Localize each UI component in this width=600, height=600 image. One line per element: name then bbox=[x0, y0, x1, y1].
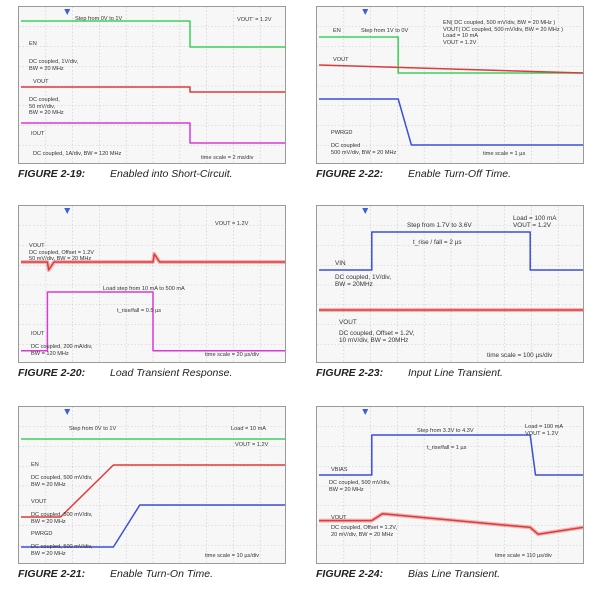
trace-pwrgd bbox=[21, 504, 285, 548]
annotation-vout-desc: DC coupled, 50 mV/div, BW = 20 MHz bbox=[29, 97, 64, 117]
plot-canvas bbox=[317, 7, 583, 163]
caption-number: FIGURE 2-24: bbox=[316, 568, 384, 580]
trigger-marker-icon bbox=[362, 208, 369, 214]
annotation-step: Step from 0V to 1V bbox=[69, 426, 117, 432]
plot-canvas bbox=[19, 206, 285, 362]
plot-canvas bbox=[317, 407, 583, 563]
series-label-vbias: VBIAS bbox=[331, 467, 348, 473]
trace-pwrgd bbox=[319, 98, 583, 146]
figure-caption: FIGURE 2-20: Load Transient Response. bbox=[18, 367, 286, 379]
annotation-iout-desc: DC coupled, 1A/div, BW = 120 MHz bbox=[33, 151, 122, 157]
trigger-marker-icon bbox=[64, 409, 71, 415]
trace-vout bbox=[319, 513, 583, 535]
caption-number: FIGURE 2-19: bbox=[18, 168, 86, 180]
annotation-step: Step from 1.7V to 3.6V bbox=[407, 222, 472, 229]
trace-iout bbox=[21, 122, 285, 144]
scope-plot-2-23: Step from 1.7V to 3.6V Load = 100 mA VOU… bbox=[316, 205, 584, 363]
scope-plot-2-19: Step from 0V to 1V VOUT' = 1.2V EN DC co… bbox=[18, 6, 286, 164]
trace-iout bbox=[21, 291, 285, 352]
annotation-load: Load = 100 mA VOUT = 1.2V bbox=[525, 424, 564, 437]
annotation-edge-time: t_rise/fall = 1 µs bbox=[427, 445, 467, 451]
trace-vbias bbox=[319, 434, 583, 476]
annotation-vin-desc: DC coupled, 1V/div, BW = 20MHz bbox=[335, 274, 392, 289]
trigger-marker-icon bbox=[362, 9, 369, 15]
annotation-vbias-desc: DC coupled, 500 mV/div, BW = 20 MHz bbox=[329, 480, 391, 493]
annotation-load: Load = 100 mA VOUT = 1.2V bbox=[513, 215, 557, 230]
trigger-marker-icon bbox=[362, 409, 369, 415]
annotation-vout-setpoint: VOUT = 1.2V bbox=[235, 442, 269, 448]
annotation-step: Step from 1V to 0V bbox=[361, 28, 409, 34]
trace-en bbox=[319, 36, 583, 74]
annotation-iout-desc: IOUT DC coupled, 200 mA/div, BW = 120 MH… bbox=[31, 331, 93, 357]
annotation-edge-time: t_rise / fall = 2 µs bbox=[413, 239, 462, 246]
scope-plot-2-21: Step from 0V to 1V Load = 10 mA VOUT = 1… bbox=[18, 406, 286, 564]
time-scale-label: time scale = 20 µs/div bbox=[205, 352, 260, 358]
trigger-marker-icon bbox=[64, 208, 71, 214]
series-label-vin: VIN bbox=[335, 260, 346, 267]
caption-number: FIGURE 2-23: bbox=[316, 367, 384, 379]
scope-plot-2-24: Step from 3.3V to 4.3V Load = 100 mA VOU… bbox=[316, 406, 584, 564]
annotation-edge-time: t_rise/fall = 0.5 µs bbox=[117, 308, 162, 314]
figure-caption: FIGURE 2-21: Enable Turn-On Time. bbox=[18, 568, 286, 580]
caption-number: FIGURE 2-20: bbox=[18, 367, 86, 379]
annotation-load-step: Load step from 10 mA to 500 mA bbox=[103, 286, 185, 292]
time-scale-label: time scale = 1 µs bbox=[483, 151, 526, 157]
plot-canvas bbox=[317, 206, 583, 362]
figure-caption: FIGURE 2-22: Enable Turn-Off Time. bbox=[316, 168, 584, 180]
trigger-marker-icon bbox=[64, 9, 71, 15]
caption-number: FIGURE 2-21: bbox=[18, 568, 86, 580]
caption-title: Bias Line Transient. bbox=[408, 568, 501, 580]
annotation-pwrgd-desc: PWRGD DC coupled, 500 mV/div, BW = 20 MH… bbox=[31, 531, 93, 557]
caption-number: FIGURE 2-22: bbox=[316, 168, 384, 180]
trace-vin bbox=[319, 231, 583, 271]
scope-plot-2-20: VOUT = 1.2V VOUT DC coupled, Offset = 1.… bbox=[18, 205, 286, 363]
series-label-vout: VOUT bbox=[33, 79, 49, 85]
annotation-step: Step from 0V to 1V bbox=[75, 16, 123, 22]
time-scale-label: time scale = 10 µs/div bbox=[205, 553, 260, 559]
plot-canvas bbox=[19, 407, 285, 563]
annotation-vout-setpoint: VOUT = 1.2V bbox=[215, 221, 249, 227]
figure-caption: FIGURE 2-24: Bias Line Transient. bbox=[316, 568, 584, 580]
time-scale-label: time scale = 2 ms/div bbox=[201, 155, 254, 161]
annotation-step: Step from 3.3V to 4.3V bbox=[417, 428, 474, 434]
trace-vout bbox=[318, 64, 583, 74]
trace-vout bbox=[21, 86, 285, 93]
annotation-info: EN( DC coupled, 500 mV/div, BW = 20 MHz … bbox=[443, 20, 564, 46]
scope-plot-2-22: EN Step from 1V to 0V EN( DC coupled, 50… bbox=[316, 6, 584, 164]
series-label-en: EN bbox=[29, 41, 37, 47]
caption-title: Load Transient Response. bbox=[110, 367, 233, 379]
series-label-en: EN bbox=[333, 28, 341, 34]
figure-caption: FIGURE 2-23: Input Line Transient. bbox=[316, 367, 584, 379]
annotation-load: Load = 10 mA bbox=[231, 426, 266, 432]
series-label-vout: VOUT bbox=[333, 57, 349, 63]
trace-vout bbox=[21, 253, 285, 271]
annotation-vout-desc: DC coupled, Offset = 1.2V, 20 mV/div, BW… bbox=[331, 525, 398, 538]
annotation-en-desc: DC coupled, 1V/div, BW = 20 MHz bbox=[29, 59, 79, 72]
series-label-iout: IOUT bbox=[31, 131, 45, 137]
time-scale-label: time scale = 100 µs/div bbox=[487, 352, 553, 359]
annotation-en-desc: EN DC coupled, 500 mV/div, BW = 20 MHz bbox=[31, 462, 93, 488]
annotation-vout-desc: VOUT DC coupled, 500 mV/div, BW = 20 MHz bbox=[31, 499, 93, 525]
figure-caption: FIGURE 2-19: Enabled into Short-Circuit. bbox=[18, 168, 286, 180]
caption-title: Enabled into Short-Circuit. bbox=[110, 168, 233, 180]
caption-title: Enable Turn-On Time. bbox=[110, 568, 214, 580]
caption-title: Input Line Transient. bbox=[408, 367, 503, 379]
trace-vout bbox=[21, 464, 285, 518]
series-label-vout: VOUT bbox=[331, 515, 347, 521]
annotation-vout-setpoint: VOUT' = 1.2V bbox=[237, 17, 272, 23]
caption-title: Enable Turn-Off Time. bbox=[408, 168, 511, 180]
series-label-vout: VOUT bbox=[339, 319, 357, 326]
annotation-pwrgd-desc: PWRGD DC coupled 500 mV/div, BW = 20 MHz bbox=[331, 130, 397, 156]
annotation-vout-desc: DC coupled, Offset = 1.2V, 10 mV/div, BW… bbox=[339, 330, 415, 345]
time-scale-label: time scale = 110 µs/div bbox=[495, 553, 552, 559]
trace-en bbox=[21, 20, 285, 48]
plot-canvas bbox=[19, 7, 285, 163]
annotation-vout-desc: VOUT DC coupled, Offset = 1.2V 50 mV/div… bbox=[29, 243, 95, 263]
